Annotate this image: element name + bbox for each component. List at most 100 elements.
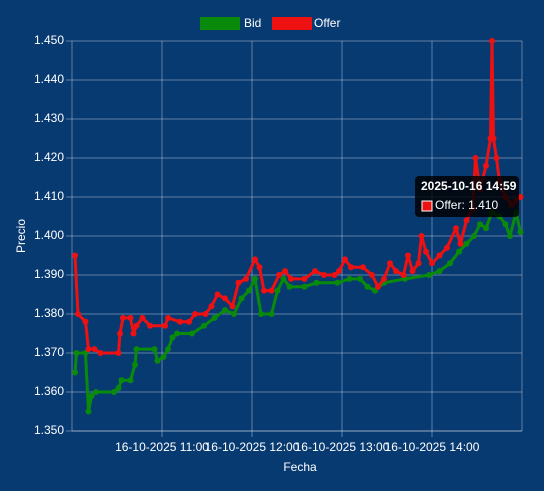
data-point [177,318,183,325]
y-tick-label: 1.390 [34,267,64,281]
data-point [208,303,215,310]
data-point [409,268,416,275]
data-point [463,217,470,224]
data-point [120,314,126,321]
data-point [222,307,228,314]
data-point [72,252,78,259]
x-axis-title: Fecha [283,460,317,474]
data-point [202,311,209,317]
data-point [436,268,443,275]
x-tick-label: 16-10-2025 14:00 [385,440,480,454]
data-point [286,283,293,290]
data-point [256,264,263,271]
data-point [282,268,288,275]
data-point [211,314,218,321]
data-point [280,275,287,282]
y-tick-label: 1.450 [34,33,64,47]
data-point [229,303,236,310]
data-point [165,346,171,353]
data-point [151,346,158,353]
tooltip-title: 2025-10-16 14:59 [421,179,517,193]
data-point [147,322,153,329]
legend-label: Bid [244,16,261,30]
data-point [246,287,252,294]
data-point [133,346,140,353]
data-point [214,291,221,298]
data-point [231,311,237,317]
data-point [127,377,134,384]
data-point [115,350,122,356]
data-point [243,275,249,282]
tooltip-box [415,176,519,217]
data-point [130,330,137,337]
x-tick-label: 16-10-2025 11:00 [115,440,209,454]
y-tick-label: 1.430 [34,111,64,125]
y-tick-label: 1.370 [34,345,64,359]
data-point [301,283,308,290]
data-point [483,225,489,232]
data-point [88,392,95,399]
data-point [364,283,371,290]
data-point [429,260,435,267]
data-point [312,268,318,275]
x-tick-label: 16-10-2025 13:00 [295,440,390,454]
x-tick-label: 16-10-2025 12:00 [205,440,300,454]
data-point [91,346,98,353]
data-point [201,322,207,329]
data-point [493,155,500,161]
data-point [348,264,354,271]
data-point [133,322,140,329]
data-point [192,311,198,317]
data-point [336,268,342,275]
data-point [235,279,242,286]
data-point [169,334,176,341]
data-point [502,221,509,228]
data-point [456,248,462,255]
data-point [93,389,99,395]
y-tick-label: 1.420 [34,150,64,164]
legend-swatch [200,17,240,30]
data-point [457,240,464,247]
data-point [118,377,125,384]
data-point [85,346,92,353]
data-point [313,279,320,286]
y-tick-label: 1.380 [34,306,64,320]
data-point [268,287,275,294]
data-point [154,357,161,364]
data-point [393,268,399,275]
data-point [127,314,134,321]
data-point [321,272,327,278]
data-point [111,389,117,395]
data-point [132,361,138,368]
data-point [82,318,89,325]
data-point [139,314,146,321]
data-point [453,225,459,232]
data-point [375,283,381,290]
data-point [415,260,422,267]
data-point [346,275,353,282]
data-point [387,260,393,267]
y-tick-label: 1.400 [34,228,64,242]
data-point [489,38,495,44]
data-point [426,272,432,278]
data-point [72,369,78,376]
y-tick-label: 1.440 [34,72,64,86]
data-point [238,295,245,302]
data-point [405,252,411,259]
data-point [174,330,180,337]
data-point [252,256,258,263]
data-point [369,272,375,278]
data-point [117,330,123,337]
data-point [381,275,387,282]
y-tick-label: 1.360 [34,384,64,398]
tooltip-label: Offer: 1.410 [435,198,498,212]
data-point [268,311,275,317]
data-point [258,311,264,317]
data-point [331,272,338,278]
data-point [517,229,524,236]
y-tick-label: 1.350 [34,423,64,437]
data-point [276,272,282,278]
data-point [357,275,363,282]
